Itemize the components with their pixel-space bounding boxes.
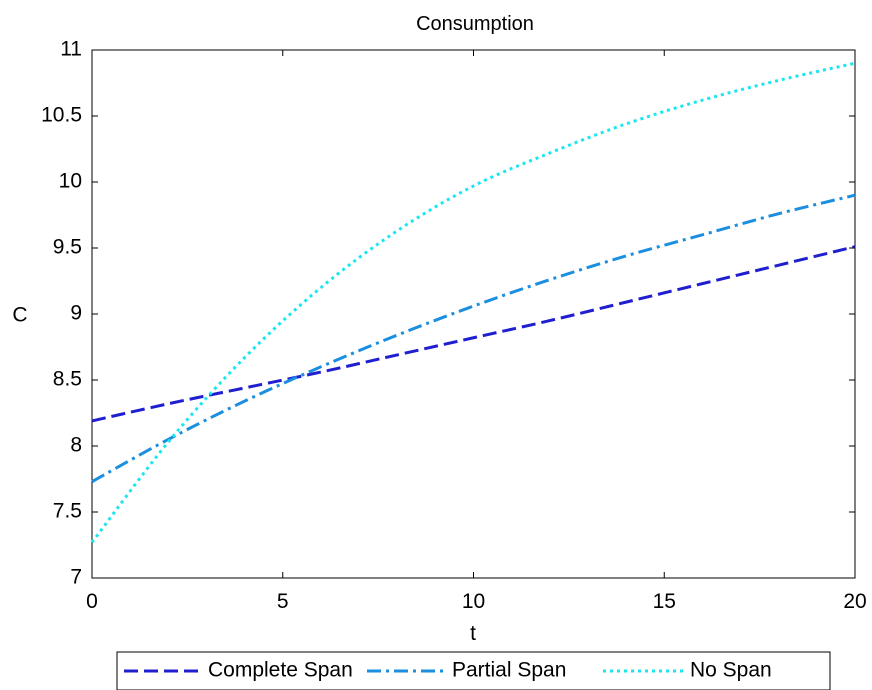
y-tick-label: 9 — [70, 302, 82, 325]
y-tick-label: 7.5 — [53, 500, 82, 523]
x-tick-label: 20 — [843, 590, 866, 613]
axes-box — [91, 49, 856, 579]
y-tick-label: 11 — [60, 38, 82, 61]
x-tick-label: 5 — [277, 590, 289, 613]
plot-area: 0 5 10 15 20 7 7.5 8 8.5 9 9.5 10 10.5 11 — [41, 38, 867, 613]
legend-items: Complete Span Partial Span No Span — [124, 659, 772, 682]
y-tick-label: 10 — [59, 170, 82, 193]
x-tick-label: 10 — [462, 590, 485, 613]
y-tick-label: 7 — [70, 566, 82, 589]
legend-item-no-span[interactable]: No Span — [603, 659, 772, 682]
legend-label-complete-span: Complete Span — [208, 659, 353, 682]
legend[interactable]: Complete Span Partial Span No Span — [116, 651, 831, 690]
y-tick-label: 8 — [70, 434, 82, 457]
y-tick-label: 9.5 — [53, 236, 82, 259]
x-axis-label: t — [470, 622, 476, 645]
legend-item-partial-span[interactable]: Partial Span — [367, 659, 566, 682]
series-layer — [90, 61, 856, 544]
series-line-no-span — [90, 61, 856, 544]
tick-layer: 0 5 10 15 20 7 7.5 8 8.5 9 9.5 10 10.5 11 — [41, 38, 867, 613]
series-line-partial-span — [91, 193, 856, 483]
y-axis-label: C — [12, 304, 27, 327]
legend-box — [116, 651, 831, 690]
y-tick-label: 10.5 — [41, 104, 82, 127]
x-tick-label: 15 — [653, 590, 676, 613]
chart-title: Consumption — [416, 13, 534, 35]
legend-label-no-span: No Span — [690, 659, 772, 682]
legend-label-partial-span: Partial Span — [452, 659, 566, 682]
legend-item-complete-span[interactable]: Complete Span — [124, 659, 353, 682]
series-line-complete-span — [91, 245, 856, 423]
y-tick-label: 8.5 — [53, 368, 82, 391]
x-tick-label: 0 — [86, 590, 98, 613]
